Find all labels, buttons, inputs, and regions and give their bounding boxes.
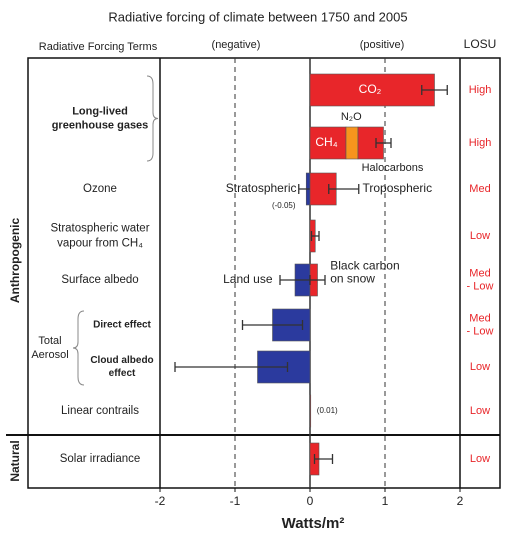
row-label: effect [109, 368, 136, 379]
losu-label: Low [470, 405, 490, 417]
column-header: Radiative Forcing Terms [39, 41, 158, 53]
bar-name: Land use [223, 272, 273, 286]
group-label: Total [38, 335, 61, 347]
losu-label: High [469, 137, 492, 149]
column-header: LOSU [464, 37, 497, 51]
error-bar [174, 362, 289, 372]
value-label: (-0.05) [272, 201, 296, 210]
losu-label: Med [469, 267, 490, 279]
x-tick-label: 1 [382, 494, 389, 508]
bar-name: N₂O [341, 111, 362, 123]
losu-label: Med [469, 183, 490, 195]
losu-label: Low [470, 453, 490, 465]
brace [72, 310, 85, 386]
x-axis-label: Watts/m² [282, 515, 345, 532]
bar [345, 126, 359, 160]
error-bar [421, 85, 448, 95]
bar-name: Halocarbons [362, 162, 424, 174]
section-label: Anthropogenic [8, 218, 22, 304]
error-bar [310, 231, 320, 241]
row-label: Solar irradiance [60, 453, 141, 465]
section-label: Natural [8, 440, 22, 481]
chart-title: Radiative forcing of climate between 175… [108, 9, 407, 24]
row-label: Direct effect [93, 320, 151, 331]
bar-name: CO₂ [359, 82, 382, 96]
x-tick-label: 2 [457, 494, 464, 508]
frame [27, 57, 501, 489]
error-bar [313, 454, 334, 464]
brace [146, 75, 159, 162]
bar [309, 394, 312, 428]
column-header: (positive) [360, 39, 405, 51]
bar-name: Tropospheric [363, 181, 433, 195]
bar-name: CH₄ [315, 135, 337, 149]
losu-label: Low [470, 361, 490, 373]
error-bar [375, 138, 392, 148]
bar [309, 126, 347, 160]
value-label: (0.01) [317, 406, 338, 415]
group-label: Aerosol [31, 349, 68, 361]
column-header: (negative) [212, 39, 261, 51]
x-tick-label: 0 [307, 494, 314, 508]
bar-name: Black carbon [330, 259, 399, 273]
losu-label: Low [470, 230, 490, 242]
bar-name: on snow [330, 272, 375, 286]
losu-label: High [469, 84, 492, 96]
group-label: Long-lived [72, 105, 128, 117]
bar-name: Stratospheric [226, 181, 297, 195]
row-label: Surface albedo [61, 274, 138, 286]
row-label: Ozone [83, 183, 117, 195]
losu-label: - Low [467, 280, 494, 292]
losu-label: Med [469, 312, 490, 324]
error-bar [241, 320, 304, 330]
x-tick-label: -1 [230, 494, 241, 508]
group-label: greenhouse gases [52, 119, 149, 131]
row-label: vapour from CH₄ [57, 238, 143, 250]
x-tick-label: -2 [155, 494, 166, 508]
row-label: Stratospheric water [50, 223, 149, 235]
row-label: Linear contrails [61, 405, 139, 417]
row-label: Cloud albedo [90, 355, 153, 366]
losu-label: - Low [467, 325, 494, 337]
error-bar [328, 184, 360, 194]
error-bar [309, 275, 326, 285]
